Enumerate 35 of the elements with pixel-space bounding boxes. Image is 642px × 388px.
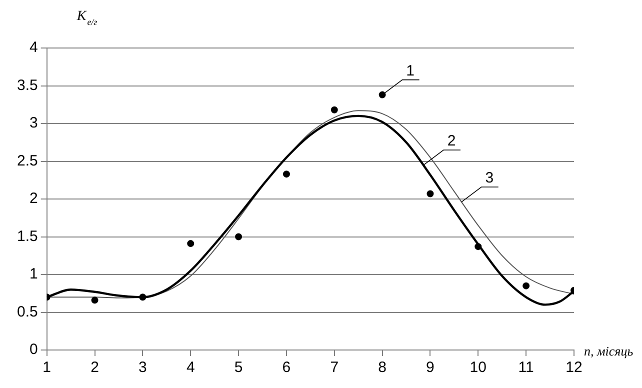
point [282,170,290,178]
point [378,91,386,98]
y-tick-label: 3.5 [16,76,38,94]
x-tick-label: 11 [518,359,534,376]
y-tick-label: 0.5 [16,303,38,320]
x-axis-title: n, місяць [584,343,634,358]
point [187,240,194,248]
y-tick-label: 1 [30,266,38,283]
y-tick-label: 4 [30,39,38,56]
y-tick-label: 3 [30,114,38,132]
x-tick-label: 7 [330,359,339,376]
y-tick-label: 0 [30,341,38,358]
point [330,106,338,114]
y-tick-label: 1.5 [16,228,38,245]
x-tick-label: 1 [42,359,52,376]
y-tick-label: 2 [30,190,38,208]
x-tick-label: 8 [378,359,386,376]
point [91,296,98,304]
point [235,233,242,240]
x-tick-label: 2 [90,359,99,376]
x-tick-label: 12 [566,359,582,376]
annotation: 3 [485,170,494,187]
x-tick-label: 6 [282,359,291,376]
x-tick-label: 5 [234,359,243,376]
x-tick-label: 10 [470,359,486,376]
x-tick-label: 9 [426,359,434,376]
y-tick-label: 2.5 [16,152,38,170]
point [139,294,146,301]
x-tick-label: 3 [138,359,147,376]
x-tick-label: 4 [186,359,195,376]
point [474,243,482,250]
point [426,190,434,198]
annotation: 1 [406,62,414,80]
annotation: 2 [447,132,456,150]
point [522,282,530,290]
